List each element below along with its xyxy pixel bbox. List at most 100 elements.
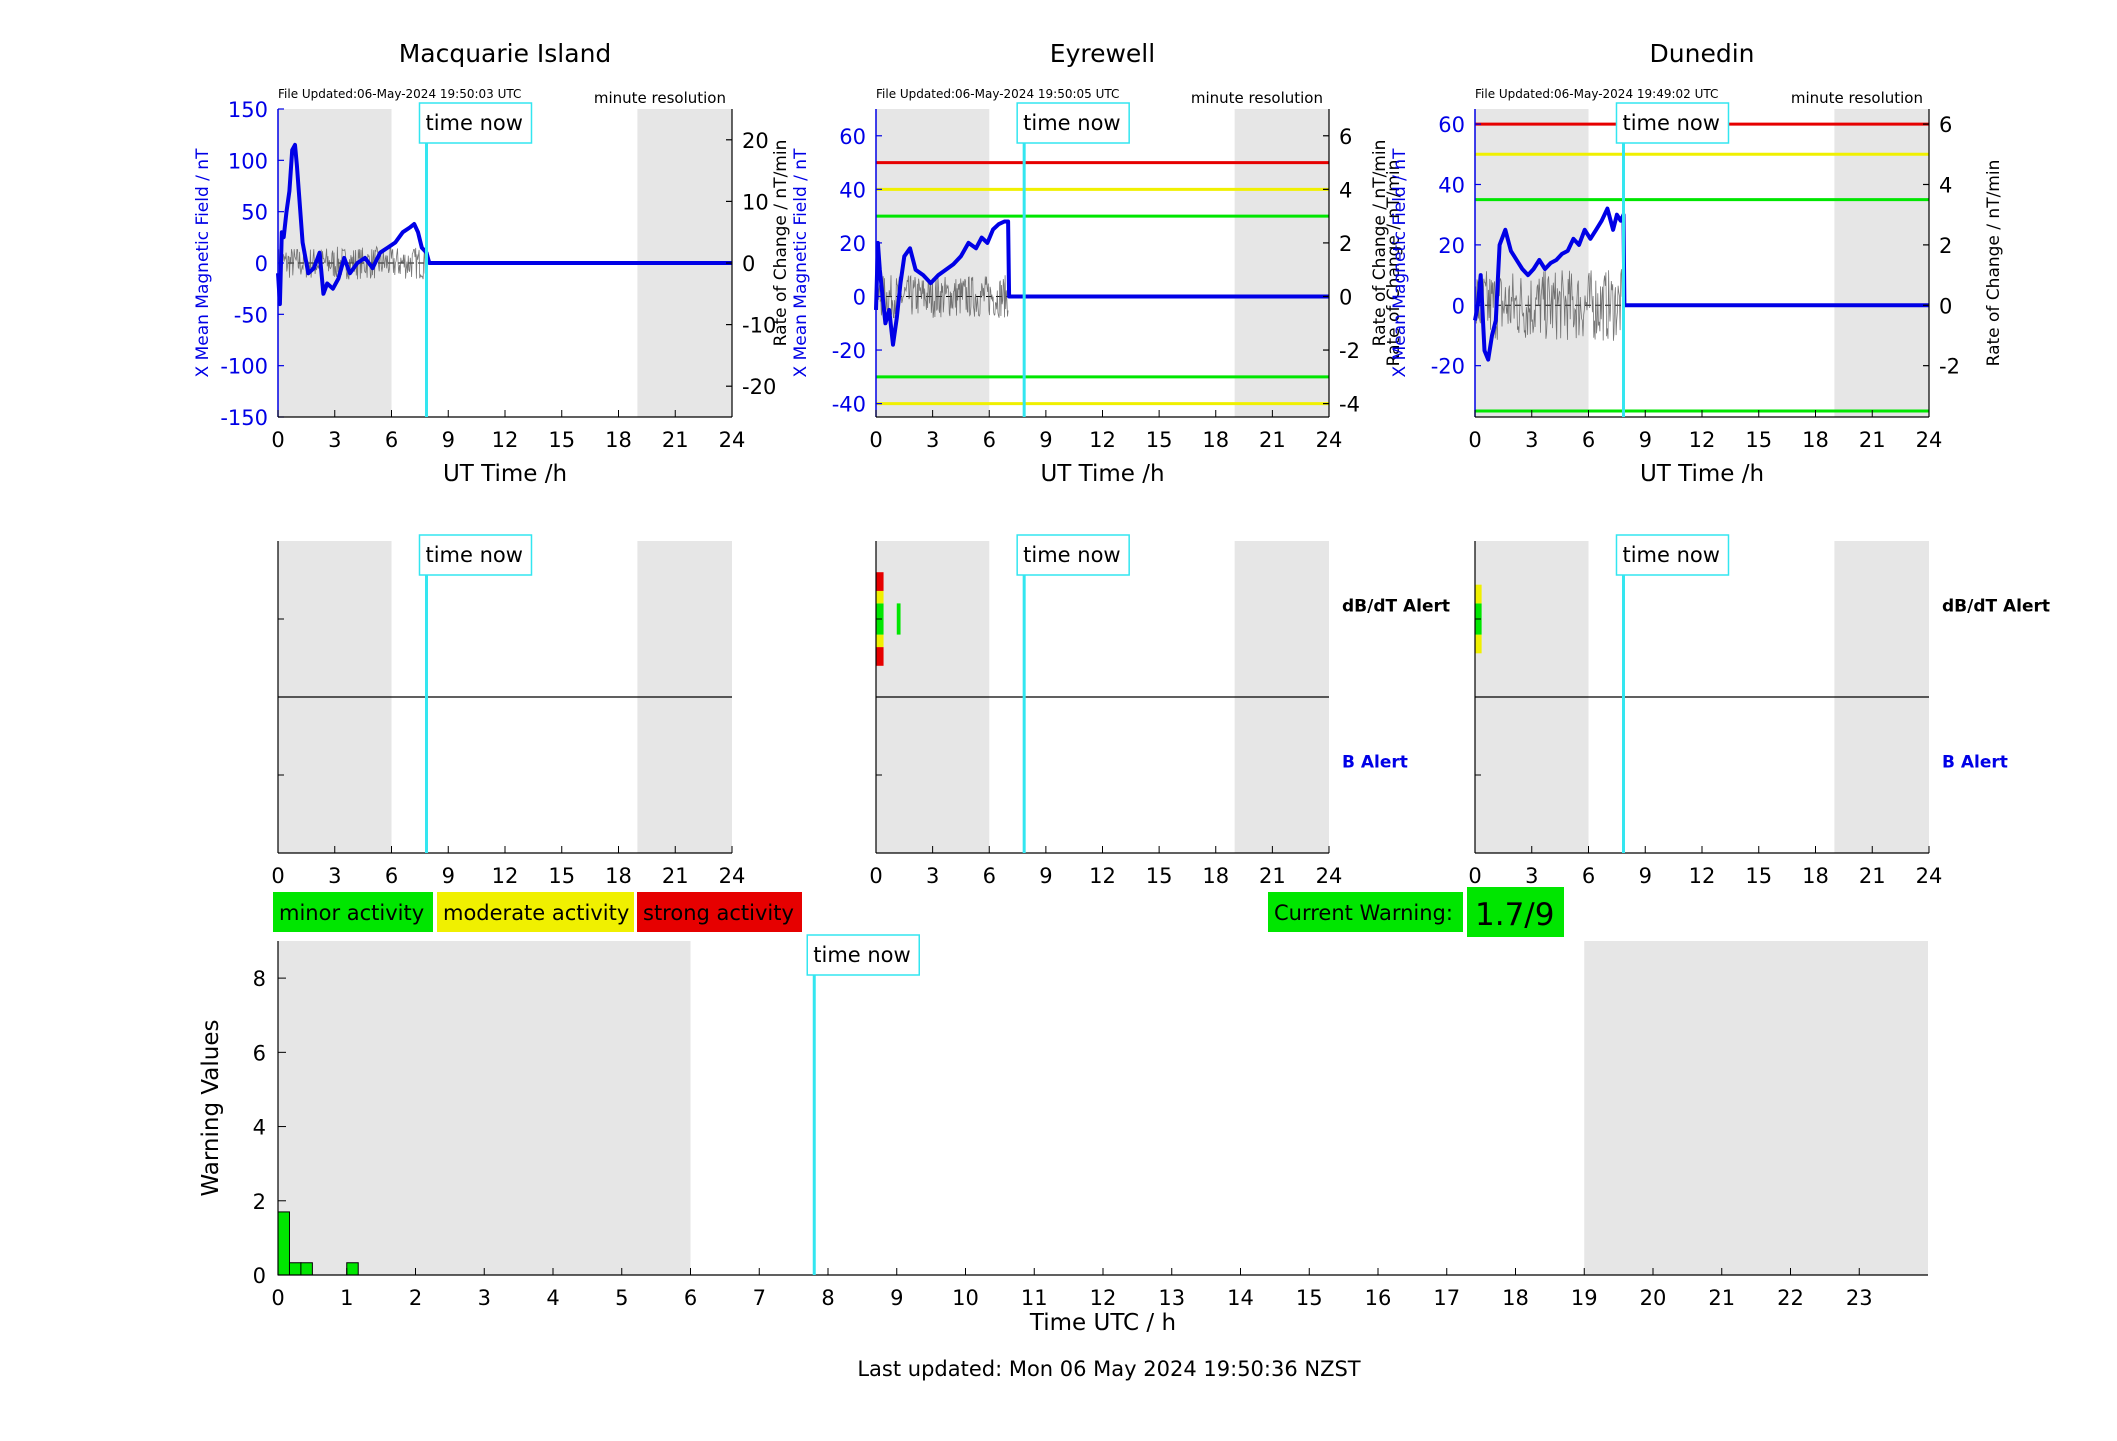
- y-tick-label-left: -100: [220, 355, 268, 379]
- x-tick-label: 22: [1777, 1286, 1804, 1310]
- x-tick-label: 12: [1689, 864, 1716, 888]
- resolution-label: minute resolution: [594, 89, 726, 107]
- x-tick-label: 18: [605, 428, 632, 452]
- x-tick-label: 15: [1146, 864, 1173, 888]
- resolution-label: minute resolution: [1791, 89, 1923, 107]
- chart-panel-4: 0 3 6 9 12 15 18 21 24 time now: [271, 534, 746, 888]
- x-tick-label: 6: [385, 864, 398, 888]
- x-tick-label: 8: [821, 1286, 834, 1310]
- alert-block: [876, 590, 884, 604]
- x-tick-label: 18: [1502, 1286, 1529, 1310]
- resolution-label: minute resolution: [1191, 89, 1323, 107]
- current-warning-label: Current Warning:: [1274, 901, 1453, 925]
- x-tick-label: 9: [1639, 864, 1652, 888]
- x-tick-label: 12: [1089, 864, 1116, 888]
- x-tick-label: 18: [1802, 428, 1829, 452]
- warning-bar: [288, 1262, 302, 1276]
- time-now-label: time now: [1023, 111, 1120, 135]
- x-tick-label: 11: [1021, 1286, 1048, 1310]
- x-tick-label: 15: [548, 428, 575, 452]
- warning-bar: [300, 1262, 313, 1276]
- y-tick-label-right: 2: [1339, 232, 1352, 256]
- x-tick-label: 18: [1202, 864, 1229, 888]
- y-tick-label-right: 2: [1939, 234, 1952, 258]
- legend-moderate-label: moderate activity: [443, 901, 629, 925]
- time-now-label: time now: [1023, 543, 1120, 567]
- x-tick-label: 9: [1639, 428, 1652, 452]
- legend-layer: minor activity moderate activity strong …: [273, 887, 1564, 937]
- legend-minor-label: minor activity: [279, 901, 424, 925]
- b-alert-label: B Alert: [1342, 753, 1408, 773]
- y-axis-label-left: X Mean Magnetic Field / nT: [193, 148, 213, 378]
- x-tick-label: 6: [1582, 428, 1595, 452]
- y-tick-label-right: -4: [1339, 393, 1360, 417]
- y-tick-label: 6: [253, 1041, 266, 1065]
- time-now-label: time now: [425, 543, 522, 567]
- x-tick-label: 16: [1365, 1286, 1392, 1310]
- y-tick-label-right: 0: [1339, 285, 1352, 309]
- alert-block: [1475, 584, 1482, 604]
- chart-panel-5: dB/dT Alert B Alert 0 3 6 9 12 15 18 21 24 time now: [869, 534, 1450, 888]
- y-tick-label-right: -10: [742, 314, 776, 338]
- chart-panel-1: -150-100-50050100150-20-1001020Macquarie…: [193, 39, 776, 487]
- x-tick-label: 15: [1146, 428, 1173, 452]
- x-tick-label: 3: [1525, 428, 1538, 452]
- x-tick-label: 24: [1916, 428, 1943, 452]
- y-tick-label: 0: [253, 1264, 266, 1288]
- x-tick-label: 21: [662, 428, 689, 452]
- time-now-box: [806, 934, 920, 976]
- night-band: [1584, 941, 1928, 1275]
- x-tick-label: 24: [719, 864, 746, 888]
- time-now-box: [1016, 534, 1130, 576]
- y-tick-label-right: 20: [742, 129, 769, 153]
- x-tick-label: 6: [385, 428, 398, 452]
- alert-block: [1475, 634, 1482, 654]
- y-tick-label-left: 150: [228, 98, 268, 122]
- x-tick-label: 0: [271, 864, 284, 888]
- legend-moderate-swatch: [437, 892, 634, 932]
- rate-of-change-series: [277, 245, 427, 280]
- y-tick-label-left: -50: [234, 303, 268, 327]
- x-tick-label: 18: [605, 864, 632, 888]
- time-now-box: [1016, 102, 1130, 144]
- warning-bar: [346, 1262, 359, 1276]
- warning-bar: [277, 1211, 290, 1276]
- x-tick-label: 9: [442, 428, 455, 452]
- y-tick-label-left: 0: [1452, 294, 1465, 318]
- y-tick-label-left: 20: [839, 232, 866, 256]
- x-tick-label: 9: [1039, 428, 1052, 452]
- magnetic-field-series: [1473, 206, 1929, 362]
- alert-block: [876, 647, 884, 666]
- chart-panel-6: dB/dT Alert B Alert 0 3 6 9 12 15 18 21 24 time now: [1468, 534, 2050, 888]
- x-tick-label: 15: [1745, 864, 1772, 888]
- file-updated-label: File Updated:06-May-2024 19:50:05 UTC: [876, 87, 1119, 101]
- night-band: [1834, 109, 1929, 417]
- y-tick-label-left: 50: [241, 201, 268, 225]
- x-tick-label: 12: [492, 428, 519, 452]
- time-now-label: time now: [813, 943, 910, 967]
- x-axis-label: UT Time /h: [1640, 461, 1764, 487]
- x-tick-label: 6: [983, 428, 996, 452]
- legend-minor-swatch: [273, 892, 433, 932]
- x-tick-label: 18: [1202, 428, 1229, 452]
- x-tick-label: 19: [1571, 1286, 1598, 1310]
- time-now-box: [418, 534, 533, 576]
- y-tick-label-right: 0: [1939, 294, 1952, 318]
- x-tick-label: 2: [409, 1286, 422, 1310]
- x-tick-label: 7: [753, 1286, 766, 1310]
- y-tick-label-left: 0: [853, 285, 866, 309]
- x-tick-label: 24: [1316, 428, 1343, 452]
- x-tick-label: 0: [271, 428, 284, 452]
- dbdt-alert-label: dB/dT Alert: [1942, 597, 2050, 617]
- time-now-label: time now: [1622, 543, 1719, 567]
- x-tick-label: 17: [1433, 1286, 1460, 1310]
- y-tick-label-left: -40: [832, 393, 866, 417]
- y-tick-label-left: 60: [1438, 113, 1465, 137]
- x-axis-label: UT Time /h: [443, 461, 567, 487]
- time-now-box: [1615, 534, 1730, 576]
- y-tick-label-right: -20: [742, 375, 776, 399]
- x-tick-label: 10: [952, 1286, 979, 1310]
